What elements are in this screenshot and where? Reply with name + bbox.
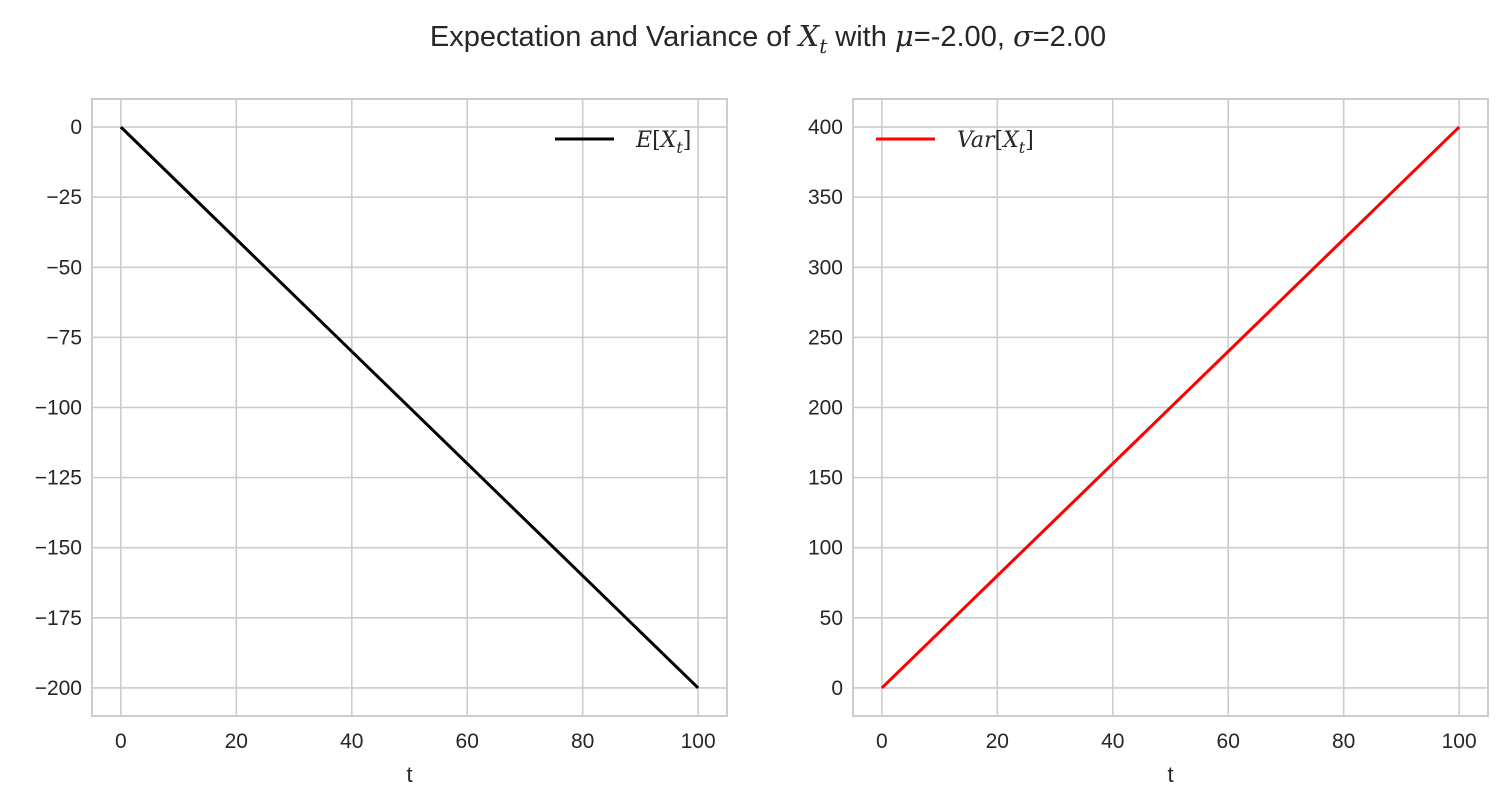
y-tick-label: 100 [808, 537, 843, 560]
figure-title: Expectation and Variance of Xt with μ=-2… [430, 19, 1106, 58]
series-line-0 [880, 125, 1461, 690]
y-tick-label: 400 [808, 116, 843, 139]
x-axis-label: t [1167, 762, 1173, 787]
x-tick-label: 100 [1442, 730, 1477, 753]
title-mu-value: =-2.00, [914, 21, 1013, 53]
title-mu: μ [895, 19, 914, 53]
variance-subplot: 0 20 40 60 80 100 0 50 100 150 200 250 300 350 400 t Var… [808, 98, 1489, 787]
title-prefix: Expectation and Variance of [430, 21, 799, 53]
y-tick-label: 50 [820, 607, 843, 630]
y-tick-label: −200 [35, 677, 82, 700]
title-subscript: t [819, 34, 828, 58]
legend-label: E[Xt] [635, 128, 691, 157]
expectation-subplot: 0 20 40 60 80 100 0 −25 −50 −75 −100 −125 −150 −175 −2… [35, 98, 728, 787]
x-tick-label: 0 [115, 730, 127, 753]
y-tick-label: 0 [70, 116, 82, 139]
title-with: with [827, 21, 895, 53]
y-tick-label: −75 [46, 326, 82, 349]
x-tick-label: 80 [571, 730, 594, 753]
y-tick-label: 300 [808, 256, 843, 279]
y-tick-label: 250 [808, 326, 843, 349]
series-line-0 [119, 125, 700, 690]
x-tick-label: 60 [456, 730, 479, 753]
legend: E[Xt] [555, 128, 691, 157]
legend: Var[Xt] [876, 128, 1034, 157]
x-tick-label: 0 [876, 730, 888, 753]
y-tick-label: −150 [35, 537, 82, 560]
x-tick-label: 80 [1332, 730, 1355, 753]
x-tick-label: 20 [225, 730, 248, 753]
x-tick-label: 40 [1101, 730, 1124, 753]
y-tick-label: 0 [831, 677, 843, 700]
x-tick-label: 40 [340, 730, 363, 753]
y-tick-label: −175 [35, 607, 82, 630]
plot-frame [91, 98, 728, 717]
title-sigma: σ [1013, 19, 1034, 53]
x-tick-label: 60 [1217, 730, 1240, 753]
title-sigma-value: =2.00 [1033, 21, 1106, 53]
x-tick-label: 20 [986, 730, 1009, 753]
x-tick-label: 100 [681, 730, 716, 753]
y-tick-label: −125 [35, 467, 82, 490]
x-axis-label: t [406, 762, 412, 787]
y-tick-label: 200 [808, 397, 843, 420]
title-variable: X [797, 19, 821, 53]
y-tick-label: 350 [808, 186, 843, 209]
y-tick-label: 150 [808, 467, 843, 490]
y-tick-label: −100 [35, 397, 82, 420]
plot-frame [852, 98, 1489, 717]
y-tick-label: −25 [46, 186, 82, 209]
legend-label: Var[Xt] [957, 128, 1034, 157]
y-tick-label: −50 [46, 256, 82, 279]
